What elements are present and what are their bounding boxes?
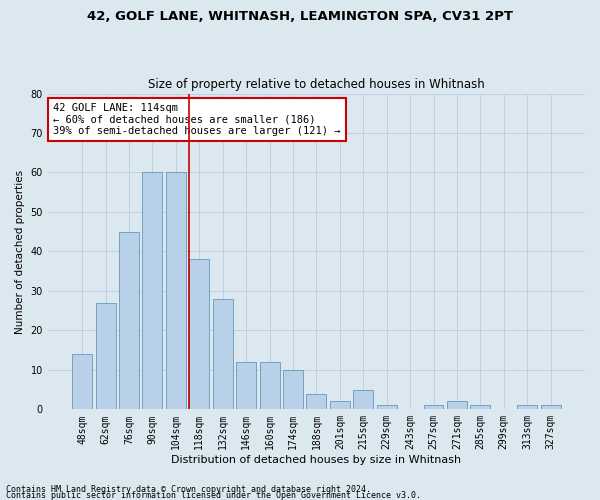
Bar bbox=[377, 406, 397, 409]
Bar bbox=[190, 260, 209, 410]
Bar bbox=[470, 406, 490, 409]
Bar bbox=[283, 370, 303, 410]
Bar bbox=[213, 299, 233, 410]
X-axis label: Distribution of detached houses by size in Whitnash: Distribution of detached houses by size … bbox=[172, 455, 461, 465]
Text: Contains HM Land Registry data © Crown copyright and database right 2024.: Contains HM Land Registry data © Crown c… bbox=[6, 484, 371, 494]
Title: Size of property relative to detached houses in Whitnash: Size of property relative to detached ho… bbox=[148, 78, 485, 91]
Bar bbox=[166, 172, 186, 410]
Bar bbox=[95, 303, 116, 410]
Bar bbox=[307, 394, 326, 409]
Bar bbox=[260, 362, 280, 410]
Bar bbox=[236, 362, 256, 410]
Text: 42 GOLF LANE: 114sqm
← 60% of detached houses are smaller (186)
39% of semi-deta: 42 GOLF LANE: 114sqm ← 60% of detached h… bbox=[53, 103, 341, 136]
Bar bbox=[119, 232, 139, 410]
Bar bbox=[541, 406, 560, 409]
Bar bbox=[353, 390, 373, 409]
Bar bbox=[517, 406, 537, 409]
Bar bbox=[447, 402, 467, 409]
Bar bbox=[424, 406, 443, 409]
Text: Contains public sector information licensed under the Open Government Licence v3: Contains public sector information licen… bbox=[6, 490, 421, 500]
Text: 42, GOLF LANE, WHITNASH, LEAMINGTON SPA, CV31 2PT: 42, GOLF LANE, WHITNASH, LEAMINGTON SPA,… bbox=[87, 10, 513, 23]
Bar bbox=[72, 354, 92, 410]
Bar bbox=[142, 172, 163, 410]
Bar bbox=[330, 402, 350, 409]
Y-axis label: Number of detached properties: Number of detached properties bbox=[15, 170, 25, 334]
